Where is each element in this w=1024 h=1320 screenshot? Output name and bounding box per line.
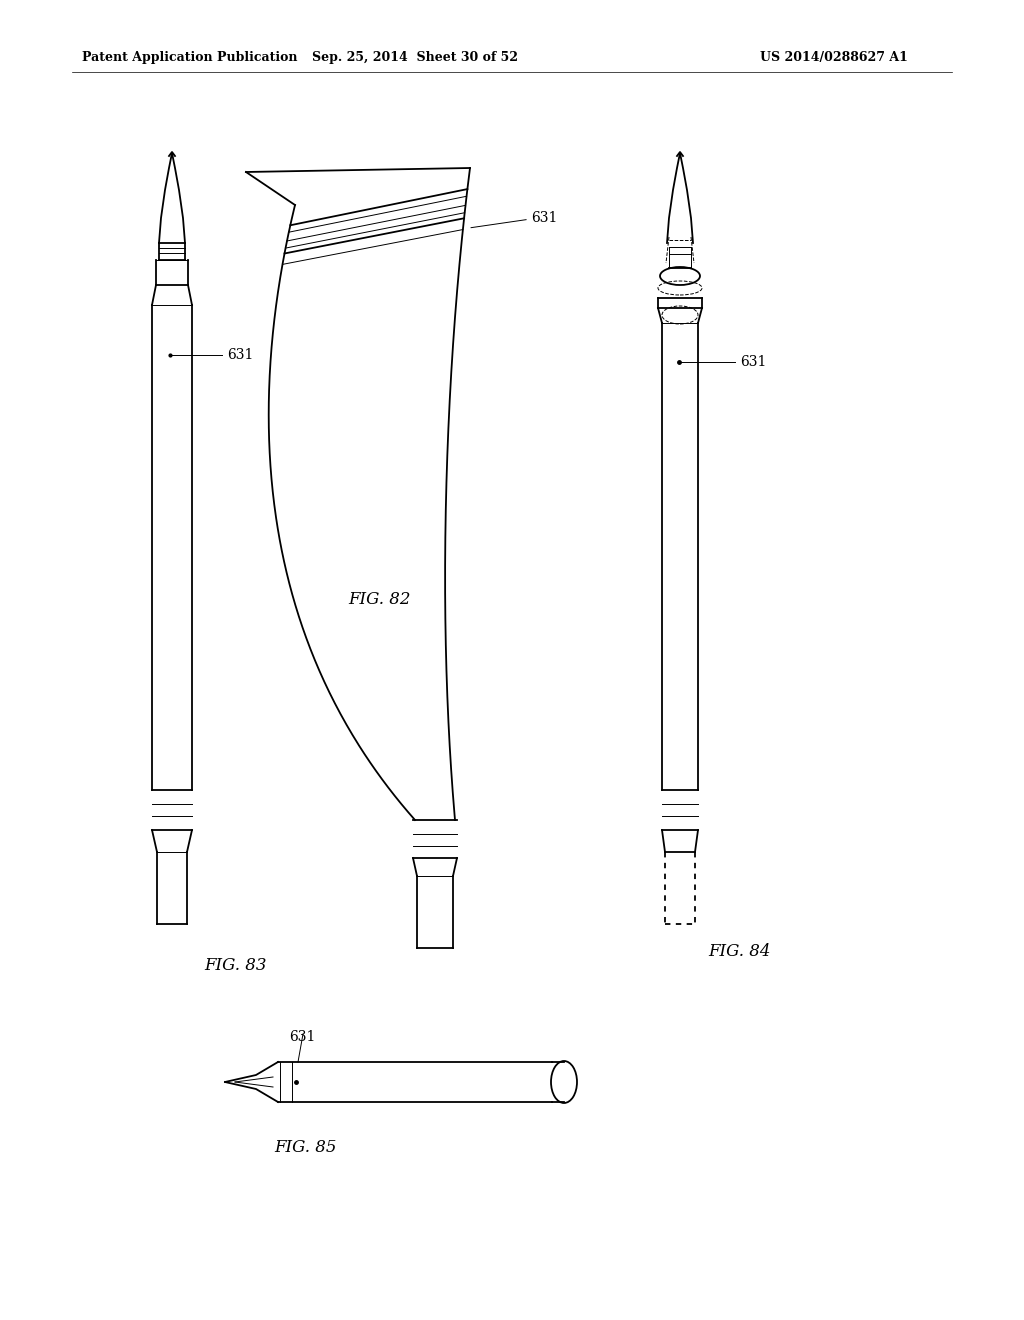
Text: FIG. 82: FIG. 82	[348, 591, 411, 609]
Text: 631: 631	[227, 348, 253, 362]
Text: Patent Application Publication: Patent Application Publication	[82, 51, 298, 65]
Text: Sep. 25, 2014  Sheet 30 of 52: Sep. 25, 2014 Sheet 30 of 52	[312, 51, 518, 65]
Text: FIG. 85: FIG. 85	[273, 1139, 336, 1156]
Text: 631: 631	[289, 1030, 315, 1044]
Text: US 2014/0288627 A1: US 2014/0288627 A1	[760, 51, 908, 65]
Text: FIG. 83: FIG. 83	[204, 957, 266, 974]
Text: 631: 631	[740, 355, 766, 370]
Text: FIG. 84: FIG. 84	[708, 944, 770, 961]
Text: 631: 631	[531, 211, 557, 224]
